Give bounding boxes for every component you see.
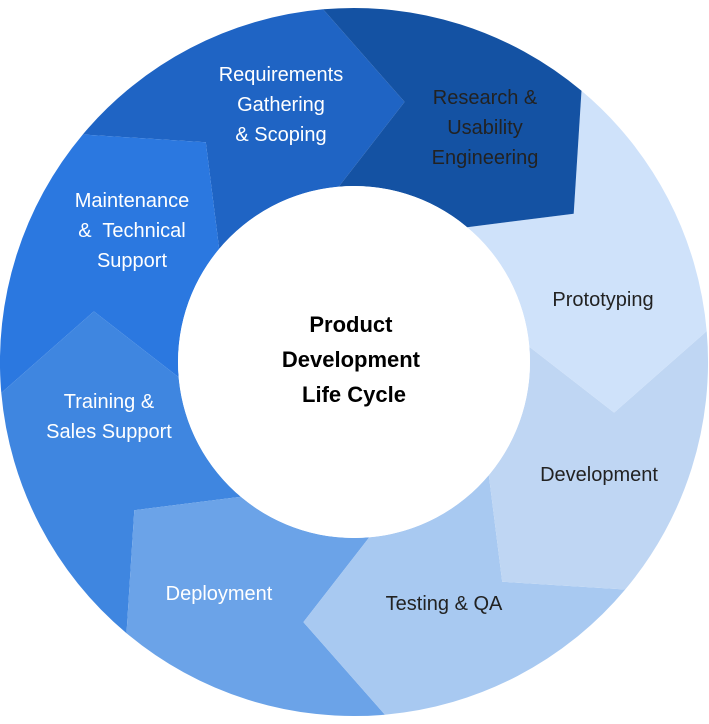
stage-label-line: Testing & QA (386, 593, 503, 615)
stage-label-line: Prototyping (552, 289, 653, 311)
stage-label: Research & Usability Engineering (432, 87, 539, 169)
stage-label-line: & Technical (78, 220, 185, 242)
stage-label: Development (540, 464, 658, 486)
stage-label: Maintenance & Technical Support (75, 190, 190, 272)
stage-label-line: Development (540, 464, 658, 486)
stage-segment (0, 134, 220, 393)
center-title: Product Development Life Cycle (282, 312, 426, 407)
stage-label-line: & Scoping (235, 124, 326, 146)
stage-label: Testing & QA (386, 593, 503, 615)
stage-segment (323, 7, 582, 228)
cycle-segments (0, 7, 709, 717)
center-title-line: Life Cycle (302, 382, 406, 407)
stage-label-line: Requirements (219, 64, 344, 86)
stage-label: Training & Sales Support (46, 391, 172, 443)
stage-label: Prototyping (552, 289, 653, 311)
stage-segment (126, 496, 385, 717)
stage-label-line: Training & (64, 391, 155, 413)
stage-label: Deployment (166, 583, 273, 605)
stage-segment (303, 475, 626, 715)
stage-segment (82, 9, 405, 249)
stage-segment (488, 331, 709, 590)
center-title-line: Product (309, 312, 393, 337)
center-circle (178, 186, 530, 538)
stage-label: Requirements Gathering & Scoping (219, 64, 344, 146)
stage-label-line: Sales Support (46, 421, 172, 443)
stage-labels: Requirements Gathering & Scoping Research &… (46, 64, 658, 615)
stage-label-line: Maintenance (75, 190, 190, 212)
stage-label-line: Usability (447, 117, 523, 139)
stage-label-line: Gathering (237, 94, 325, 116)
center-title-line: Development (282, 347, 421, 372)
stage-label-line: Research & (433, 87, 538, 109)
stage-label-line: Engineering (432, 147, 539, 169)
stage-segment (467, 90, 707, 413)
stage-segment (1, 311, 241, 634)
stage-label-line: Deployment (166, 583, 273, 605)
stage-label-line: Support (97, 250, 167, 272)
